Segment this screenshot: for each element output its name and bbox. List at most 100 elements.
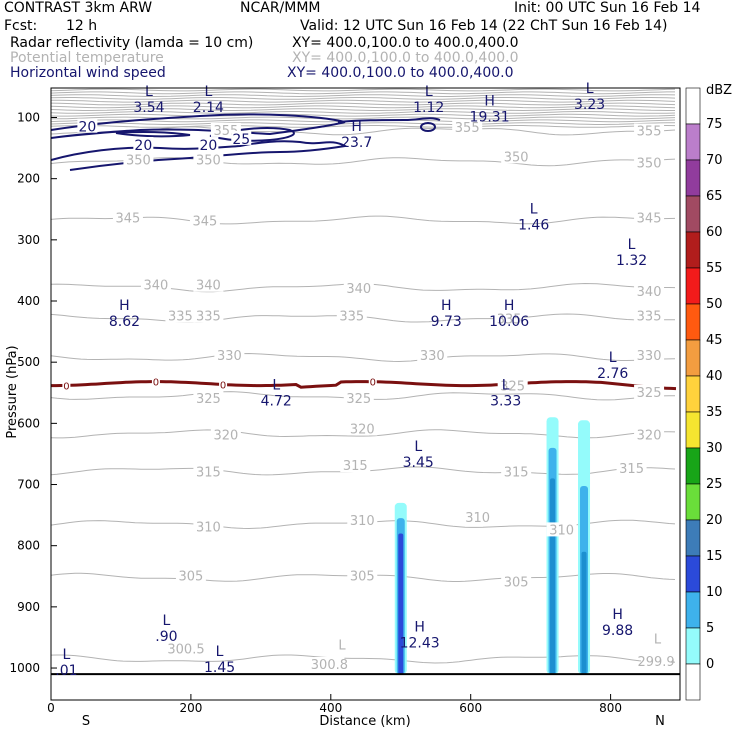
wind-label-bg <box>231 130 252 145</box>
y-tick-label: 1000 <box>9 661 40 675</box>
colorbar-level-label: 10 <box>706 585 723 600</box>
theta-contour-label: 340 <box>144 279 169 294</box>
theta-label-bg <box>347 568 378 583</box>
y-axis-label: Pressure (hPa) <box>5 345 20 438</box>
theta-contour-label: 335 <box>168 309 193 324</box>
y-tick-label: 500 <box>17 355 40 369</box>
theta-label-bg <box>193 308 224 323</box>
theta-contour-label: 325 <box>500 380 525 395</box>
theta-contour-label: 325 <box>637 386 662 401</box>
colorbar-level-label: 5 <box>706 621 714 636</box>
theta-label-bg <box>193 152 224 167</box>
theta-label-bg <box>140 277 171 292</box>
wind-extremum-value: 1.12 <box>413 100 444 116</box>
wind-contour-label: 20 <box>199 138 217 154</box>
theta-label-bg <box>452 119 483 134</box>
field-wind-xy: XY= 400.0,100.0 to 400.0,400.0 <box>287 65 514 81</box>
theta-label-bg <box>417 348 448 363</box>
x-axis-label: Distance (km) <box>319 714 410 729</box>
colorbar-unit: dBZ <box>706 83 732 98</box>
colorbar-swatch <box>685 627 701 665</box>
theta-contour-label: 355 <box>637 125 662 140</box>
colorbar-swatch <box>685 519 701 557</box>
theta-label-bg <box>501 574 532 589</box>
colorbar-swatch <box>685 375 701 413</box>
theta-contour-label: 350 <box>504 150 529 165</box>
theta-contour-label: 325 <box>346 392 371 407</box>
theta-top-line <box>51 116 676 120</box>
y-tick-label: 700 <box>17 478 40 492</box>
theta-contour-label: 320 <box>213 429 238 444</box>
theta-contour-label: 330 <box>217 349 242 364</box>
init-time: Init: 00 UTC Sun 16 Feb 14 <box>514 0 701 16</box>
theta-contour-label: 305 <box>350 569 375 584</box>
colorbar-swatch <box>685 231 701 269</box>
theta-contour-label: 330 <box>420 349 445 364</box>
theta-label-bg <box>501 149 532 164</box>
y-tick-label: 200 <box>17 172 40 186</box>
freezing-level-label: 0 <box>370 378 376 389</box>
theta-contour-label: 305 <box>504 575 529 590</box>
theta-contour-label: 330 <box>637 349 662 364</box>
wind-extremum-value: .90 <box>155 629 177 645</box>
field-reflectivity-xy: XY= 400.0,100.0 to 400.0,400.0 <box>292 35 519 51</box>
colorbar-swatch <box>685 483 701 521</box>
theta-label-bg <box>112 210 143 225</box>
theta-contour-label: 345 <box>192 214 217 229</box>
theta-contour-label: 345 <box>637 211 662 226</box>
model-title: CONTRAST 3km ARW <box>4 0 153 16</box>
freezing-label-bg-2 <box>219 378 228 390</box>
theta-label-bg <box>497 378 528 393</box>
plot-frame <box>50 87 681 701</box>
wind-extremum-value: 3.33 <box>490 394 521 410</box>
theta-label-bg <box>616 461 647 476</box>
x-tick-label: 600 <box>459 701 482 715</box>
x-tick-label: 800 <box>599 701 622 715</box>
theta-contour-label: 315 <box>504 465 529 480</box>
theta-contour-label: 340 <box>196 279 221 294</box>
theta-label-bg <box>634 123 665 138</box>
wind-extremum-symbol: L <box>502 378 510 394</box>
theta-label-bg <box>175 568 206 583</box>
theta-contour-label: 315 <box>619 462 644 477</box>
theta-label-bg <box>634 210 665 225</box>
wind-contour-label: 20 <box>134 138 152 154</box>
theta-label-bg <box>501 464 532 479</box>
wind-contour-small <box>420 122 436 132</box>
theta-label-bg <box>193 277 224 292</box>
wind-contour-1 <box>51 140 349 171</box>
colorbar-swatch <box>685 663 701 701</box>
wind-extremum-symbol: H <box>484 93 495 109</box>
theta-contour-label: 340 <box>637 285 662 300</box>
wind-extremum-symbol: L <box>628 237 636 253</box>
theta-contour-label: 340 <box>346 282 371 297</box>
colorbar-swatch <box>685 555 701 593</box>
colorbar-swatch <box>685 123 701 161</box>
colorbar-level-label: 20 <box>706 513 723 528</box>
wind-extremum-symbol: H <box>441 298 452 314</box>
wind-extremum-value: 10.06 <box>489 314 529 330</box>
theta-label-bg <box>347 513 378 528</box>
theta-top-line <box>51 97 676 100</box>
colorbar-level-label: 75 <box>706 117 723 132</box>
theta-contour-label: 299.9 <box>637 655 674 670</box>
theta-contour-label: 345 <box>116 211 141 226</box>
theta-isoline-350 <box>51 157 676 167</box>
theta-contour-label: 305 <box>178 569 203 584</box>
x-tick-label: 0 <box>47 701 55 715</box>
theta-contour-label: 335 <box>196 309 221 324</box>
y-tick-label: 400 <box>17 294 40 308</box>
wind-extremum-value: 3.45 <box>403 455 434 471</box>
theta-top-line <box>51 125 676 128</box>
theta-label-bg <box>634 384 665 399</box>
theta-top-line <box>51 108 675 112</box>
wind-extremum-value: 12.43 <box>400 635 440 651</box>
theta-label-bg <box>634 155 665 170</box>
field-theta-name: Potential temperature <box>10 50 164 66</box>
south-end-label: S <box>82 714 90 729</box>
wind-extremum-symbol: L <box>609 350 617 366</box>
wind-extremum-value: 8.62 <box>109 314 140 330</box>
colorbar-level-label: 0 <box>706 657 714 672</box>
theta-isoline-330 <box>51 352 676 363</box>
theta-label-bg <box>165 308 196 323</box>
